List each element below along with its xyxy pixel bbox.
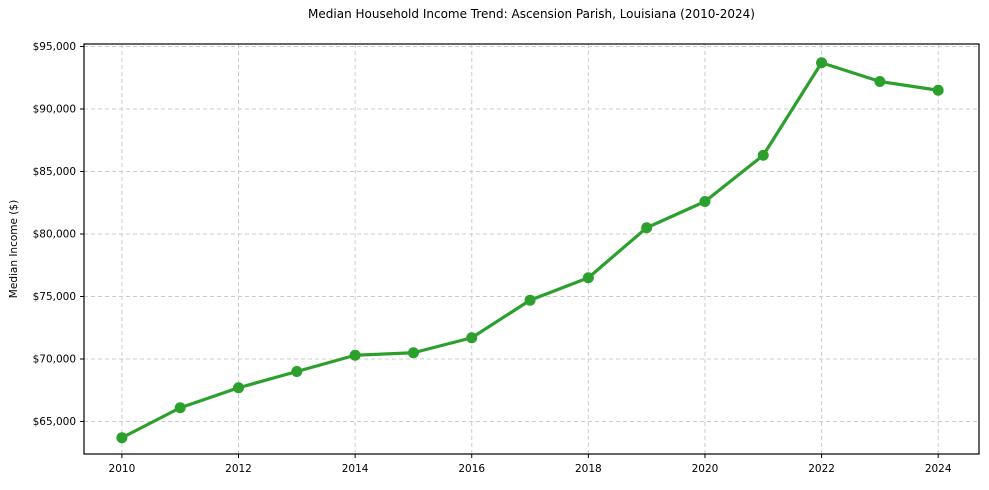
y-tick-label: $80,000 xyxy=(33,229,76,241)
data-point-2018 xyxy=(582,272,594,284)
chart-title: Median Household Income Trend: Ascension… xyxy=(308,7,755,21)
data-point-2010 xyxy=(116,432,128,444)
data-point-2012 xyxy=(233,382,245,394)
data-point-2021 xyxy=(757,149,769,161)
x-tick-label: 2014 xyxy=(342,463,369,475)
data-point-2020 xyxy=(699,196,711,207)
income-series-line xyxy=(120,61,940,440)
x-tick-label: 2018 xyxy=(575,463,602,475)
x-tick-label: 2024 xyxy=(925,463,952,475)
y-tick-label: $70,000 xyxy=(33,354,76,366)
x-tick-label: 2020 xyxy=(692,463,719,475)
y-tick-label: $65,000 xyxy=(33,416,76,428)
data-point-2011 xyxy=(174,402,186,414)
y-tick-label: $90,000 xyxy=(33,104,76,116)
data-point-2017 xyxy=(524,294,536,306)
data-point-2022 xyxy=(816,57,828,69)
data-point-2013 xyxy=(291,366,303,377)
data-point-2023 xyxy=(874,76,886,87)
data-point-2016 xyxy=(466,332,478,344)
plot-border xyxy=(83,43,980,455)
data-point-2014 xyxy=(349,349,361,361)
data-point-2019 xyxy=(641,222,653,234)
x-tick-label: 2010 xyxy=(109,463,136,475)
data-point-2015 xyxy=(407,347,419,359)
y-tick-label: $75,000 xyxy=(33,291,76,303)
x-tick-label: 2012 xyxy=(225,463,252,475)
data-point-2024 xyxy=(932,84,944,96)
y-tick-label: $95,000 xyxy=(33,41,76,53)
x-tick-label: 2022 xyxy=(808,463,835,475)
y-tick-label: $85,000 xyxy=(33,166,76,178)
x-tick-label: 2016 xyxy=(458,463,485,475)
